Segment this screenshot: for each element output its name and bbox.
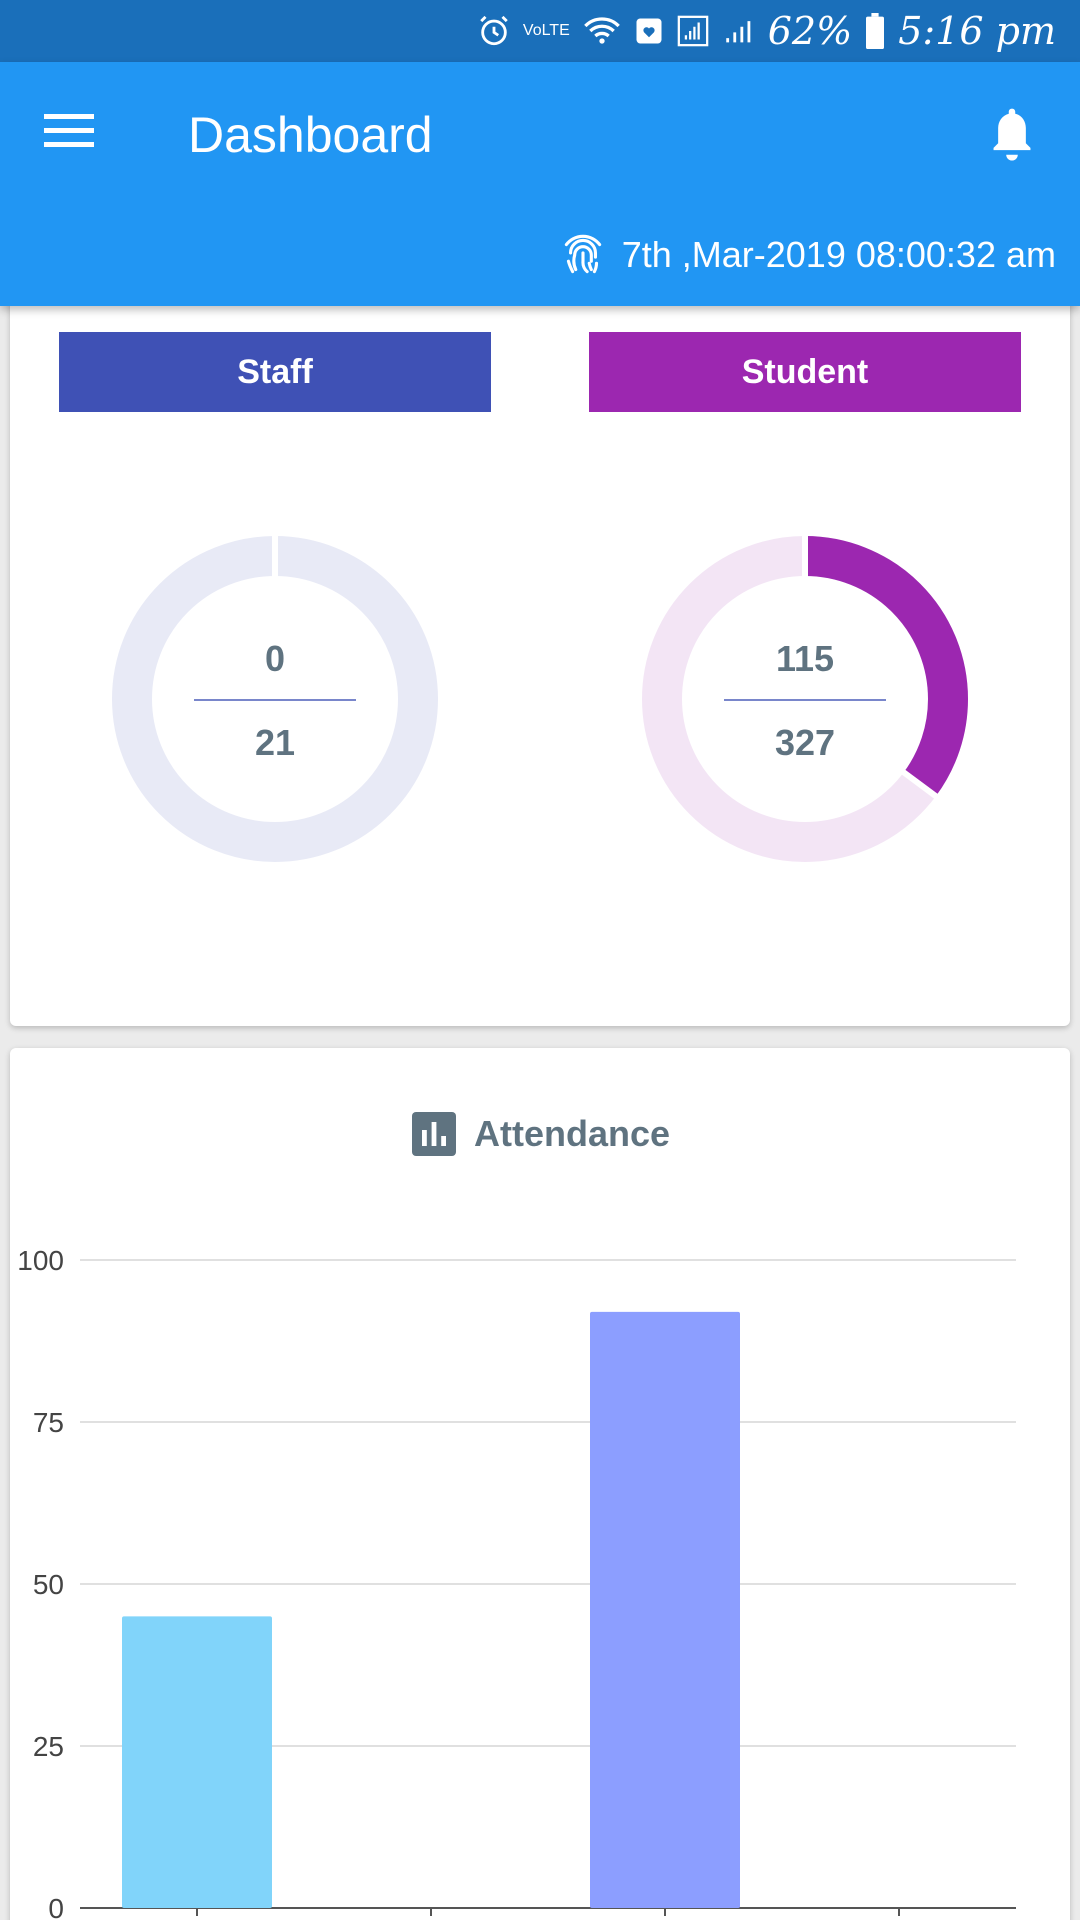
battery-percent: 62%	[767, 9, 853, 53]
student-donut-separator	[901, 769, 939, 800]
bar-2015-2019[interactable]	[122, 1616, 272, 1908]
x-tick-label: 2016-2020	[364, 1917, 498, 1920]
status-bar: VoLTE 62% 5:16 pm	[0, 0, 1080, 62]
signal-icon	[726, 21, 751, 43]
attendance-card: Attendance 0 25 50 75 100 2015-2019 2016-2020 2…	[10, 1048, 1070, 1920]
staff-present-count: 0	[264, 638, 286, 679]
fingerprint-icon	[564, 234, 601, 274]
datetime-text: 7th ,Mar-2019 08:00:32 am	[621, 234, 1056, 275]
summary-card: Staff Student 0 21 115 327	[10, 240, 1070, 1026]
volte-label: VoLTE	[522, 22, 570, 39]
staff-total-count: 21	[254, 722, 296, 763]
student-button[interactable]: Student	[589, 332, 1021, 412]
y-tick-label: 75	[33, 1407, 64, 1438]
health-icon	[636, 18, 662, 44]
staff-button[interactable]: Staff	[59, 332, 491, 412]
menu-button[interactable]	[44, 110, 104, 160]
status-icons: VoLTE 62% 5:16 pm	[477, 8, 1056, 54]
battery-icon	[866, 13, 885, 49]
clock-time: 5:16 pm	[898, 9, 1056, 53]
y-tick-label: 50	[33, 1569, 64, 1600]
x-tick-label: 2017-2021	[598, 1917, 732, 1920]
student-divider	[724, 699, 886, 701]
bell-icon	[993, 108, 1031, 161]
bar-chart-icon	[411, 1112, 456, 1156]
attendance-header: Attendance	[10, 1110, 1070, 1158]
page-title: Dashboard	[188, 107, 433, 163]
student-present-count: 115	[775, 638, 835, 679]
bar-2017-2021[interactable]	[590, 1311, 740, 1908]
x-tick-label: 2015-2019	[130, 1917, 264, 1920]
wifi-icon	[583, 17, 620, 44]
y-tick-label: 100	[17, 1245, 64, 1276]
student-total-count: 327	[774, 722, 836, 763]
y-tick-label: 25	[33, 1731, 64, 1762]
signal-box-icon	[677, 15, 709, 47]
staff-donut: 0 21	[110, 534, 440, 864]
student-donut: 115 327	[640, 534, 970, 864]
attendance-title: Attendance	[473, 1113, 671, 1154]
notifications-button[interactable]	[984, 104, 1044, 164]
app-bar: Dashboard 7th ,Mar-2019 08:00:32 am	[0, 62, 1080, 306]
datetime-display: 7th ,Mar-2019 08:00:32 am	[558, 228, 1056, 282]
attendance-chart: 0 25 50 75 100 2015-2019 2016-2020 2017-2021 201…	[17, 1245, 1016, 1920]
menu-icon	[44, 114, 94, 147]
y-tick-label: 0	[48, 1893, 64, 1920]
x-tick-label: 2018-2020	[832, 1917, 966, 1920]
staff-divider	[194, 699, 356, 701]
alarm-icon	[480, 15, 508, 46]
